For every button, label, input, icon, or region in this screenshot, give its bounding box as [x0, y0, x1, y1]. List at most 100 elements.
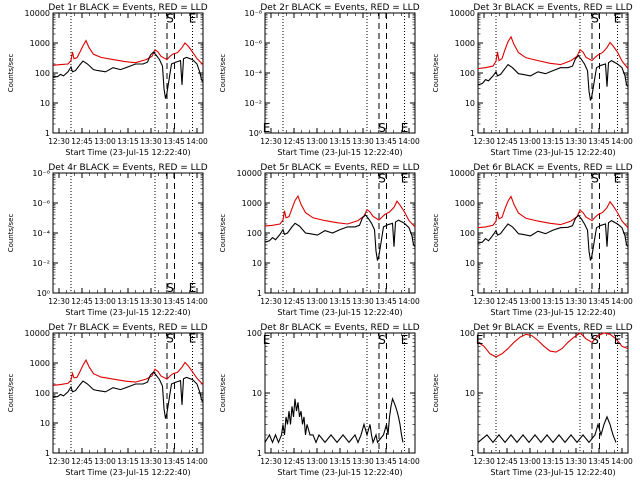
- y-tick-label: 1: [470, 449, 475, 458]
- x-tick-label: 13:30: [140, 297, 162, 306]
- x-tick-label: 13:30: [565, 297, 587, 306]
- x-tick-label: 13:45: [163, 297, 185, 306]
- y-tick-label: 10000: [450, 169, 475, 178]
- panel-title: Det 9r BLACK = Events, RED = LLD: [473, 323, 632, 333]
- series-lld: [477, 195, 629, 229]
- x-axis-label: Start Time (23-Jul-15 12:22:40): [277, 148, 402, 157]
- series-events: [477, 415, 617, 444]
- series-events: [264, 396, 404, 445]
- plot-frame: [264, 12, 416, 134]
- marker-s: S: [591, 12, 599, 26]
- marker-s: S: [166, 12, 174, 26]
- panel-3: Det 3r BLACK = Events, RED = LLD Counts/s…: [432, 3, 633, 157]
- panel-title: Det 2r BLACK = Events, RED = LLD: [260, 3, 419, 13]
- series-events: [477, 54, 629, 101]
- y-tick-label: 100: [247, 229, 262, 238]
- x-tick-label: 13:00: [306, 297, 328, 306]
- x-tick-label: 12:30: [473, 137, 495, 146]
- panel-title: Det 5r BLACK = Events, RED = LLD: [260, 163, 419, 173]
- y-axis-label: Counts/sec: [219, 214, 227, 253]
- marker-e: E: [614, 12, 622, 26]
- marker-e: E: [401, 121, 409, 135]
- panel-9: Det 9r BLACK = Events, RED = LLD Counts/s…: [432, 323, 633, 477]
- y-tick-label: 1000: [30, 39, 50, 48]
- x-tick-label: 12:45: [283, 137, 305, 146]
- marker-s: S: [378, 121, 386, 135]
- y-tick-label: 1000: [455, 39, 475, 48]
- x-tick-label: 14:00: [398, 297, 420, 306]
- marker-e: E: [189, 281, 197, 295]
- series-events: [477, 214, 629, 261]
- y-tick-label: 10000: [25, 329, 50, 338]
- y-tick-label: 1000: [30, 359, 50, 368]
- series-lld: [52, 39, 204, 66]
- y-tick-label: 100: [35, 69, 50, 78]
- x-tick-label: 14:00: [186, 137, 208, 146]
- x-tick-label: 13:45: [588, 137, 610, 146]
- y-tick-label: 10: [252, 259, 262, 268]
- x-axis-label: Start Time (23-Jul-15 12:22:40): [490, 148, 615, 157]
- y-tick-label: 1000: [242, 199, 262, 208]
- marker-s: S: [166, 281, 174, 295]
- x-tick-label: 13:30: [352, 297, 374, 306]
- x-axis-label: Start Time (23-Jul-15 12:22:40): [490, 468, 615, 477]
- y-tick-label: 10: [465, 259, 475, 268]
- x-tick-label: 13:15: [542, 457, 564, 466]
- x-tick-label: 13:45: [375, 297, 397, 306]
- panel-2: Det 2r BLACK = Events, RED = LLD Counts/s…: [219, 3, 420, 157]
- x-tick-label: 12:45: [71, 137, 93, 146]
- x-tick-label: 13:00: [94, 137, 116, 146]
- x-tick-label: 14:00: [611, 457, 633, 466]
- y-axis-label: Counts/sec: [7, 374, 15, 413]
- y-tick-label: 100: [460, 329, 475, 338]
- x-tick-label: 12:45: [496, 137, 518, 146]
- marker-s: S: [378, 172, 386, 186]
- plot-frame: [264, 332, 416, 454]
- x-tick-label: 13:00: [94, 457, 116, 466]
- y-tick-label: 10⁻⁸: [32, 169, 50, 178]
- plot-frame: [477, 12, 629, 134]
- x-tick-label: 14:00: [398, 457, 420, 466]
- x-tick-label: 14:00: [611, 297, 633, 306]
- y-tick-label: 10⁻⁶: [244, 39, 262, 48]
- x-tick-label: 12:45: [71, 297, 93, 306]
- y-tick-label: 100: [35, 389, 50, 398]
- panel-8: Det 8r BLACK = Events, RED = LLD Counts/s…: [219, 323, 420, 477]
- x-tick-label: 13:45: [163, 457, 185, 466]
- plot-frame: [52, 12, 204, 134]
- series-lld: [264, 194, 416, 228]
- x-tick-label: 12:45: [71, 457, 93, 466]
- marker-e: E: [476, 333, 484, 347]
- x-tick-label: 13:15: [117, 457, 139, 466]
- plot-frame: [477, 332, 629, 454]
- marker-e: E: [614, 172, 622, 186]
- panel-7: Det 7r BLACK = Events, RED = LLD Counts/s…: [7, 323, 208, 477]
- series-events: [53, 371, 204, 419]
- x-tick-label: 13:00: [519, 137, 541, 146]
- x-tick-label: 14:00: [611, 137, 633, 146]
- y-tick-label: 1: [257, 289, 262, 298]
- x-tick-label: 13:00: [519, 457, 541, 466]
- y-tick-label: 10⁰: [249, 129, 262, 138]
- x-axis-label: Start Time (23-Jul-15 12:22:40): [490, 308, 615, 317]
- series-lld: [477, 332, 629, 358]
- x-tick-label: 13:00: [519, 297, 541, 306]
- y-tick-label: 1000: [455, 199, 475, 208]
- marker-s: S: [591, 333, 599, 347]
- panel-title: Det 6r BLACK = Events, RED = LLD: [473, 163, 632, 173]
- y-tick-label: 10: [465, 99, 475, 108]
- x-tick-label: 13:45: [588, 457, 610, 466]
- y-axis-label: Counts/sec: [432, 374, 440, 413]
- y-tick-label: 100: [247, 329, 262, 338]
- x-tick-label: 13:30: [565, 457, 587, 466]
- x-tick-label: 13:45: [163, 137, 185, 146]
- x-tick-label: 13:15: [542, 137, 564, 146]
- panel-title: Det 3r BLACK = Events, RED = LLD: [473, 3, 632, 13]
- panel-1: Det 1r BLACK = Events, RED = LLD Counts/s…: [7, 3, 208, 157]
- x-tick-label: 12:30: [48, 297, 70, 306]
- x-tick-label: 13:15: [329, 457, 351, 466]
- x-tick-label: 13:00: [306, 457, 328, 466]
- panel-6: Det 6r BLACK = Events, RED = LLD Counts/s…: [432, 163, 633, 317]
- x-tick-label: 13:30: [140, 137, 162, 146]
- y-tick-label: 1: [45, 449, 50, 458]
